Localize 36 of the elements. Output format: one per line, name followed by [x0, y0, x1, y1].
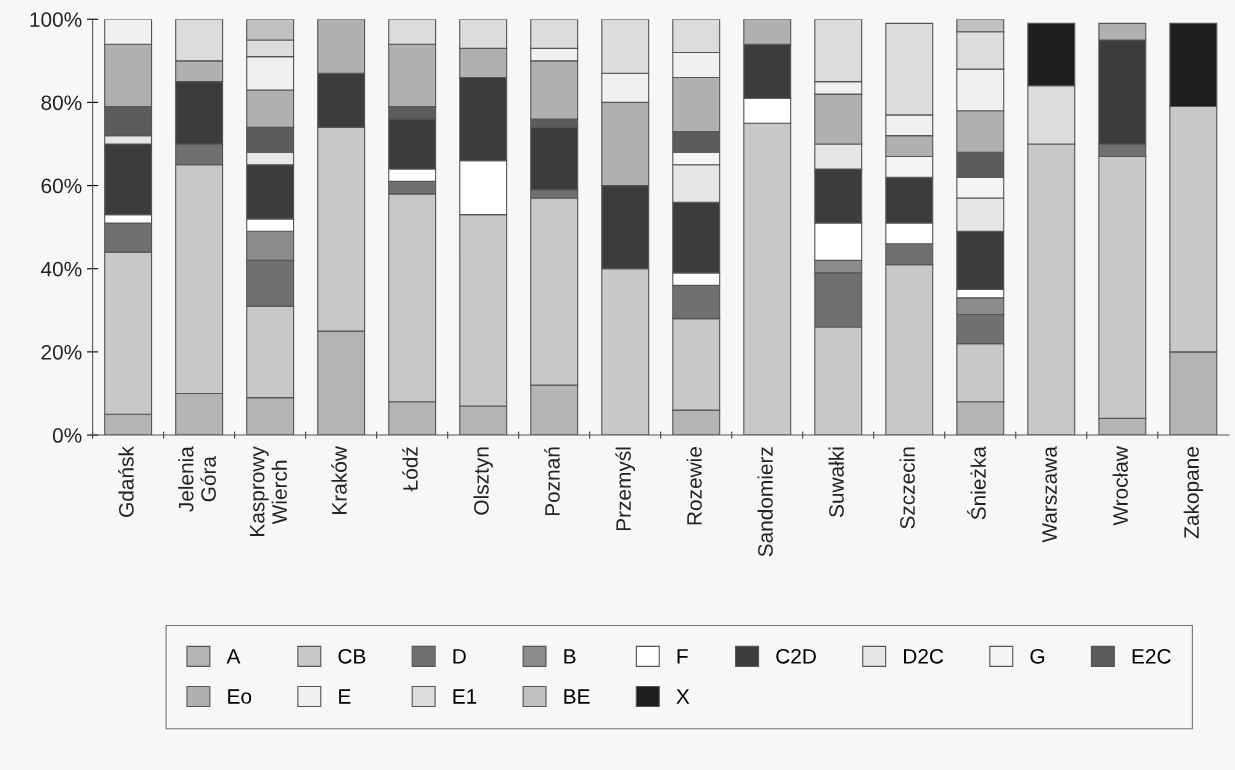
x-tick-label: Śnieżka [966, 446, 986, 520]
y-tick-label: 20% [41, 344, 82, 360]
legend-label: A [226, 649, 241, 664]
y-tick-label: 0% [52, 428, 82, 443]
x-tick-label: Poznań [544, 447, 560, 516]
legend-label: G [1030, 648, 1045, 664]
y-tick-label: 60% [41, 178, 82, 194]
x-tick-label: Przemyśl [615, 447, 636, 531]
x-tick-label: Suwałki [828, 447, 844, 517]
x-tick-label: Wrocław [1112, 446, 1128, 526]
x-tick-label: Łódź [402, 447, 418, 492]
x-tick-label: Sandomierz [757, 447, 773, 557]
x-tick-label: Kasprowy Wierch [249, 446, 287, 536]
x-tick-label: Szczecin [899, 447, 915, 529]
y-tick-label: 40% [40, 261, 82, 277]
legend-label: Eo [228, 689, 252, 704]
legend-label: BE [564, 689, 590, 704]
legend-label: C2D [776, 648, 816, 664]
legend-label: E1 [453, 689, 477, 704]
y-tick-label: 80% [41, 95, 82, 111]
legend-label: B [564, 649, 576, 664]
x-tick-label: Rozewie [686, 447, 702, 525]
x-tick-label: Warszawa [1042, 446, 1057, 543]
legend-label: F [677, 649, 688, 664]
x-tick-label: Olsztyn [473, 447, 493, 515]
legend-label: CB [338, 648, 366, 664]
x-tick-label: Zakopane [1183, 447, 1204, 539]
legend-label: E2C [1132, 648, 1171, 664]
legend-label: E [339, 689, 351, 704]
x-tick-label: Kraków [331, 446, 347, 514]
legend-label: D2C [904, 648, 944, 664]
x-tick-label: Jelenia Góra [178, 446, 216, 512]
legend-label: X [676, 689, 690, 704]
y-tick-label: 100% [30, 12, 82, 27]
x-tick-label: Gdańsk [118, 446, 134, 517]
legend-label: D [453, 649, 466, 664]
